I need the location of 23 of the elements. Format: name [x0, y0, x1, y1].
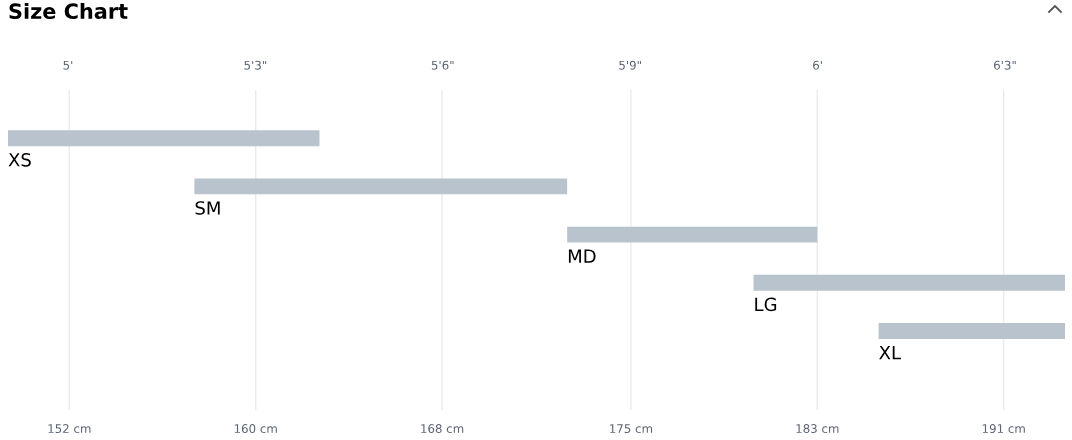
- bar: [567, 226, 818, 243]
- x2-tick-label: 5'9": [619, 60, 641, 70]
- bar: [194, 178, 568, 195]
- y-tick-label: LG: [755, 297, 777, 312]
- x2-tick-label: 6'3": [994, 60, 1016, 70]
- y-tick-label: SM: [195, 201, 220, 215]
- x2-tick-label: 5'6": [431, 60, 454, 70]
- chart-title: Size Chart: [9, 2, 128, 20]
- y-tick-label: MD: [568, 249, 596, 263]
- x-tick-label: 175 cm: [610, 424, 653, 434]
- x2-tick-label: 6': [813, 60, 822, 70]
- bar: [753, 274, 1065, 291]
- x2-tick-label: 5'3": [244, 60, 267, 70]
- bar: [878, 323, 1065, 339]
- y-tick-label: XL: [879, 345, 901, 360]
- bar: [8, 130, 320, 147]
- x-tick-label: 191 cm: [982, 424, 1025, 434]
- x-tick-label: 183 cm: [796, 424, 839, 434]
- y-tick-label: XS: [8, 152, 31, 167]
- x2-tick-label: 5': [63, 60, 73, 70]
- x-tick-label: 160 cm: [234, 424, 277, 434]
- x-tick-label: 168 cm: [421, 424, 464, 434]
- x-tick-label: 152 cm: [48, 424, 91, 434]
